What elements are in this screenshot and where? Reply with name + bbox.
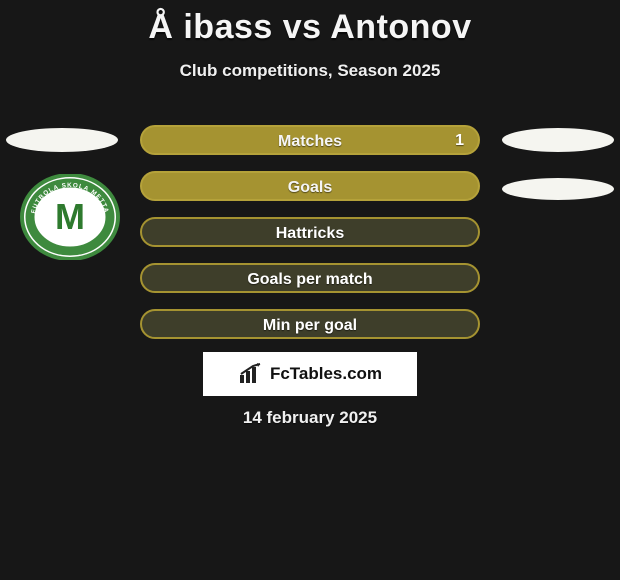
stat-row: Min per goal <box>0 302 620 348</box>
fctables-logo: FcTables.com <box>203 352 417 396</box>
logo-text: FcTables.com <box>270 364 382 384</box>
page-title: Å ibass vs Antonov <box>0 0 620 47</box>
stat-row: Matches 1 <box>0 118 620 164</box>
stat-pill: Hattricks <box>140 217 480 247</box>
left-value-ellipse <box>6 128 118 152</box>
svg-text:M: M <box>55 196 85 237</box>
stat-pill: Goals <box>140 171 480 201</box>
stat-label: Matches <box>278 133 342 150</box>
left-club-badge: FUTBOLA SKOLA METTA M 2006 <box>20 174 120 260</box>
stat-label: Hattricks <box>276 225 344 242</box>
stat-label: Goals per match <box>247 271 372 288</box>
stat-label: Min per goal <box>263 317 357 334</box>
comparison-card: Å ibass vs Antonov Club competitions, Se… <box>0 0 620 580</box>
stat-pill: Matches 1 <box>140 125 480 155</box>
svg-text:2006: 2006 <box>62 241 78 248</box>
stat-value-right: 1 <box>455 127 464 155</box>
stat-pill: Goals per match <box>140 263 480 293</box>
stat-label: Goals <box>288 179 332 196</box>
chart-icon <box>238 363 266 385</box>
stat-row: Goals per match <box>0 256 620 302</box>
right-value-ellipse <box>502 178 614 200</box>
right-value-ellipse <box>502 128 614 152</box>
stat-pill: Min per goal <box>140 309 480 339</box>
subtitle: Club competitions, Season 2025 <box>0 61 620 81</box>
date-text: 14 february 2025 <box>0 408 620 428</box>
club-badge-icon: FUTBOLA SKOLA METTA M 2006 <box>20 174 120 260</box>
